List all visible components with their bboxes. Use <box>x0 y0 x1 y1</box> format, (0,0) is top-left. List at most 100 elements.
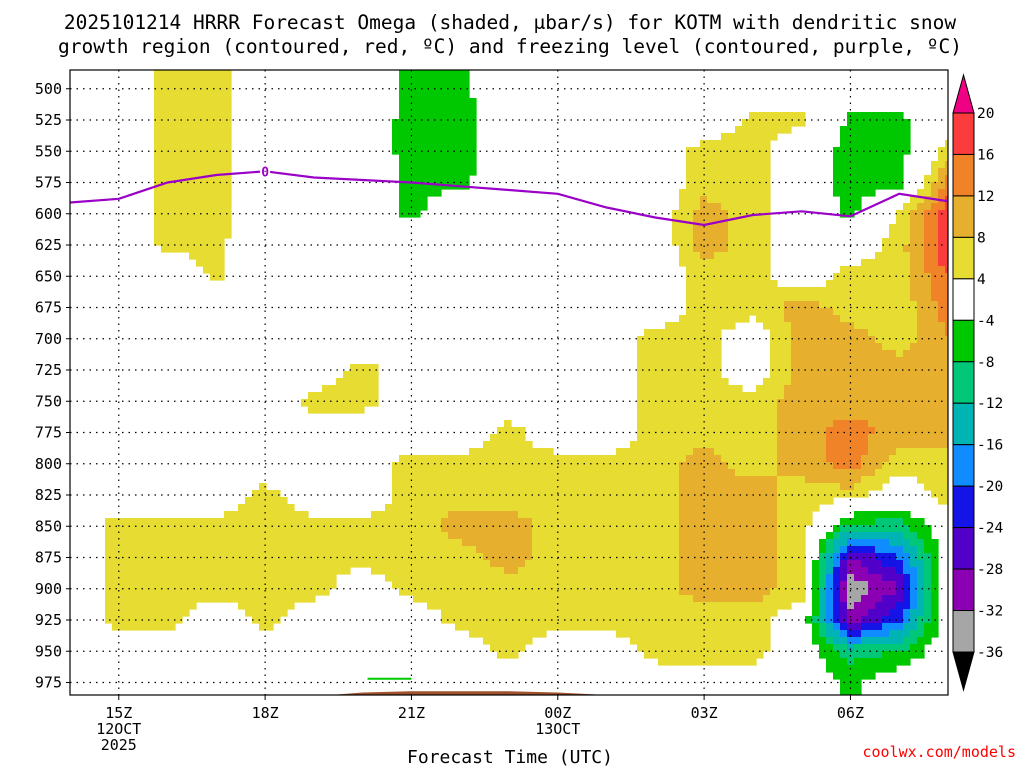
omega-cell <box>882 553 890 561</box>
omega-cell <box>483 490 491 498</box>
omega-cell <box>784 581 792 589</box>
omega-cell <box>616 567 624 575</box>
omega-cell <box>497 455 505 463</box>
omega-cell <box>609 462 617 470</box>
omega-cell <box>812 623 820 631</box>
omega-cell <box>763 567 771 575</box>
omega-cell <box>161 553 169 561</box>
omega-cell <box>749 497 757 505</box>
omega-cell <box>756 553 764 561</box>
omega-cell <box>259 602 267 610</box>
omega-cell <box>728 539 736 547</box>
colorbar-swatch <box>952 361 975 404</box>
omega-cell <box>693 518 701 526</box>
omega-cell <box>728 420 736 428</box>
omega-cell <box>861 343 869 351</box>
omega-cell <box>651 427 659 435</box>
omega-cell <box>791 287 799 295</box>
omega-cell <box>742 308 750 316</box>
omega-cell <box>798 546 806 554</box>
omega-cell <box>224 581 232 589</box>
omega-cell <box>455 119 463 127</box>
terrain-area <box>70 691 948 695</box>
omega-cell <box>763 196 771 204</box>
omega-cell <box>896 525 904 533</box>
omega-cell <box>833 308 841 316</box>
omega-cell <box>798 476 806 484</box>
omega-cell <box>616 539 624 547</box>
omega-cell <box>763 427 771 435</box>
omega-cell <box>504 420 512 428</box>
omega-cell <box>399 518 407 526</box>
omega-cell <box>742 301 750 309</box>
omega-cell <box>364 546 372 554</box>
omega-cell <box>455 567 463 575</box>
omega-cell <box>413 581 421 589</box>
omega-cell <box>266 623 274 631</box>
omega-cell <box>714 420 722 428</box>
omega-cell <box>917 462 925 470</box>
omega-cell <box>714 546 722 554</box>
omega-cell <box>119 602 127 610</box>
omega-cell <box>931 266 939 274</box>
omega-cell <box>504 490 512 498</box>
omega-cell <box>308 567 316 575</box>
omega-cell <box>224 161 232 169</box>
omega-cell <box>637 441 645 449</box>
omega-cell <box>448 483 456 491</box>
omega-cell <box>721 224 729 232</box>
omega-cell <box>777 350 785 358</box>
omega-cell <box>175 595 183 603</box>
omega-cell <box>833 623 841 631</box>
omega-cell <box>889 532 897 540</box>
omega-cell <box>805 420 813 428</box>
omega-cell <box>714 294 722 302</box>
omega-cell <box>231 567 239 575</box>
omega-cell <box>784 427 792 435</box>
omega-cell <box>875 595 883 603</box>
omega-cell <box>217 182 225 190</box>
omega-cell <box>910 581 918 589</box>
omega-cell <box>196 252 204 260</box>
omega-cell <box>756 413 764 421</box>
omega-cell <box>798 287 806 295</box>
omega-cell <box>679 210 687 218</box>
omega-cell <box>518 539 526 547</box>
omega-cell <box>175 539 183 547</box>
omega-cell <box>903 546 911 554</box>
omega-cell <box>805 287 813 295</box>
omega-cell <box>721 301 729 309</box>
omega-cell <box>791 490 799 498</box>
omega-cell <box>637 371 645 379</box>
colorbar-tick-label: -32 <box>977 604 1003 620</box>
omega-cell <box>721 252 729 260</box>
omega-cell <box>630 595 638 603</box>
omega-cell <box>420 98 428 106</box>
omega-cell <box>826 427 834 435</box>
omega-cell <box>623 602 631 610</box>
omega-cell <box>392 539 400 547</box>
omega-cell <box>595 609 603 617</box>
omega-cell <box>224 105 232 113</box>
omega-cell <box>903 553 911 561</box>
omega-cell <box>462 602 470 610</box>
omega-cell <box>448 462 456 470</box>
omega-cell <box>175 175 183 183</box>
omega-cell <box>854 462 862 470</box>
omega-cell <box>770 413 778 421</box>
omega-cell <box>700 469 708 477</box>
omega-cell <box>931 420 939 428</box>
omega-cell <box>434 112 442 120</box>
omega-cell <box>637 637 645 645</box>
omega-cell <box>364 364 372 372</box>
omega-cell <box>595 623 603 631</box>
omega-cell <box>462 560 470 568</box>
omega-cell <box>693 623 701 631</box>
omega-cell <box>896 560 904 568</box>
omega-cell <box>917 595 925 603</box>
omega-cell <box>637 448 645 456</box>
omega-cell <box>868 665 876 673</box>
omega-cell <box>462 616 470 624</box>
omega-cell <box>672 497 680 505</box>
omega-cell <box>217 112 225 120</box>
